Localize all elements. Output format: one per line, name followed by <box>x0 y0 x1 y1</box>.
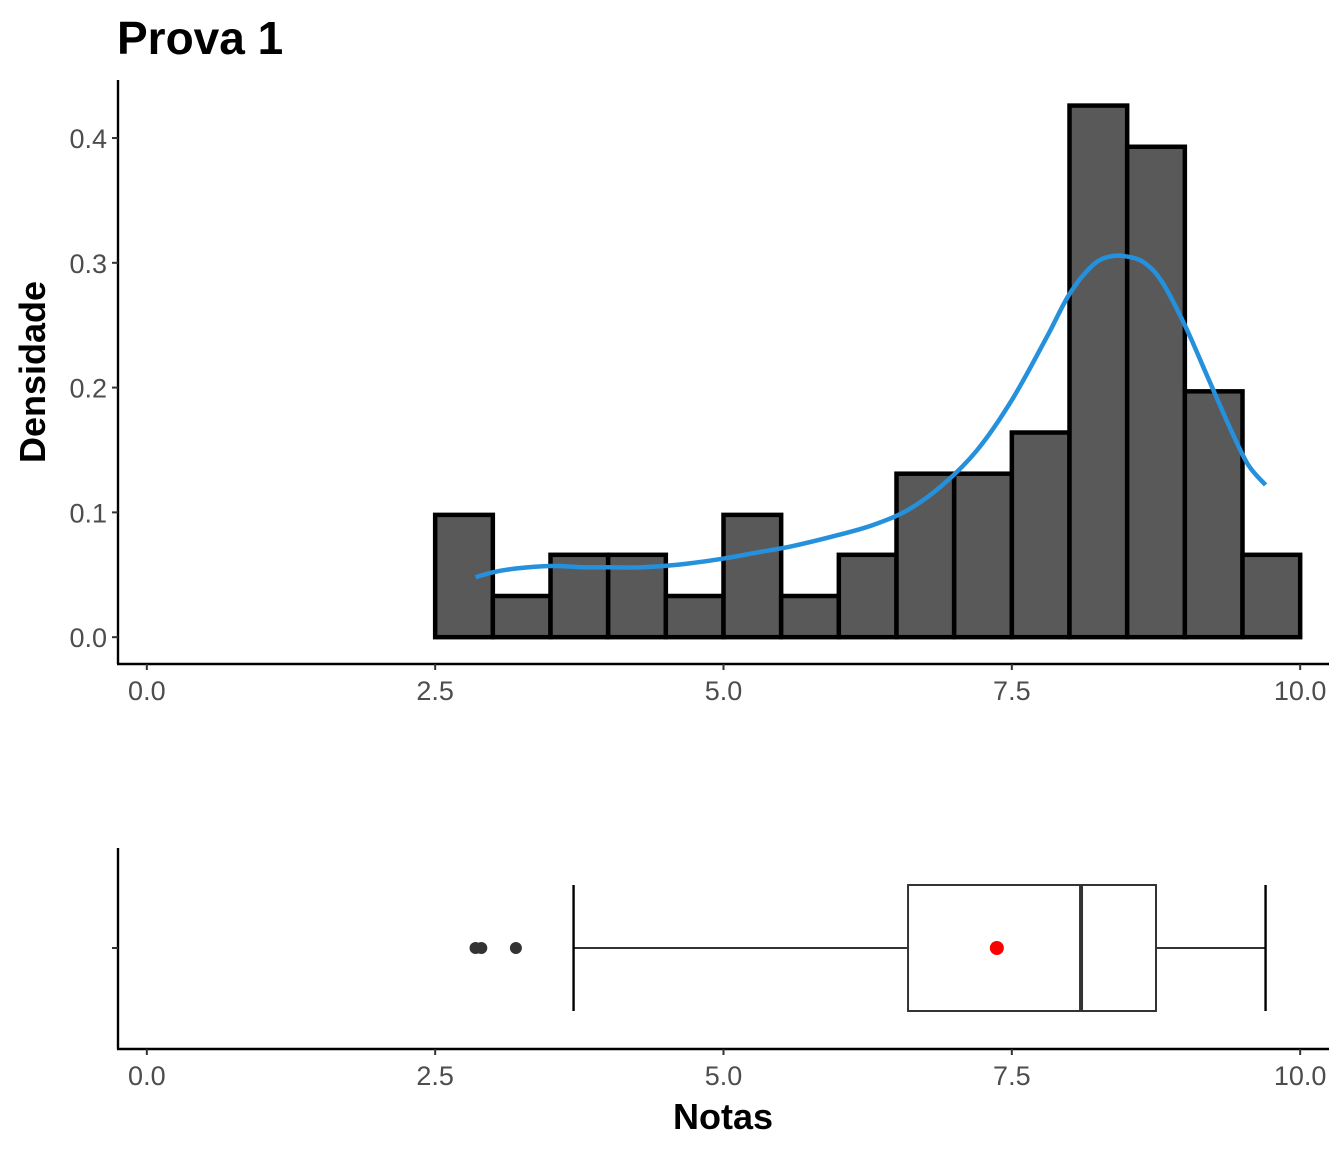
box-x-ticks: 0.0 2.5 5.0 7.5 10.0 <box>128 1049 1326 1091</box>
histogram-bar <box>778 593 842 640</box>
histogram-bar <box>490 593 553 640</box>
hist-x-tick-label: 0.0 <box>128 676 166 706</box>
box-iqr <box>907 884 1157 1012</box>
density-curve <box>474 253 1268 580</box>
box-x-tick-label: 2.5 <box>416 1061 454 1091</box>
histogram-bar <box>951 471 1015 640</box>
hist-y-tick-label: 0.2 <box>69 374 107 404</box>
histogram-bar <box>1124 144 1188 640</box>
histogram-panel: 0.0 0.1 0.2 0.3 0.4 0.0 2.5 5.0 7.5 10.0 Densida… <box>12 80 1329 706</box>
histogram-bar <box>1067 103 1130 640</box>
histogram-bar <box>721 512 784 640</box>
hist-x-tick-label: 5.0 <box>705 676 743 706</box>
hist-y-tick-label: 0.3 <box>69 249 107 279</box>
box-outlier-point <box>509 942 522 954</box>
hist-y-tick-label: 0.4 <box>69 124 107 154</box>
box-outlier-point <box>475 942 488 954</box>
hist-x-ticks: 0.0 2.5 5.0 7.5 10.0 <box>128 664 1326 706</box>
histogram-bar <box>1009 430 1072 640</box>
box-x-tick-label: 7.5 <box>993 1061 1031 1091</box>
boxplot-panel: 0.0 2.5 5.0 7.5 10.0 Notas <box>112 848 1329 1137</box>
box-x-axis-title: Notas <box>673 1096 773 1137</box>
histogram-bars <box>432 103 1303 640</box>
hist-x-tick-label: 10.0 <box>1274 676 1327 706</box>
hist-y-axis-title: Densidade <box>12 281 53 463</box>
hist-x-tick-label: 2.5 <box>416 676 454 706</box>
hist-y-tick-label: 0.1 <box>69 498 107 528</box>
histogram-bar <box>663 593 726 640</box>
hist-x-tick-label: 7.5 <box>993 676 1031 706</box>
hist-y-tick-label: 0.0 <box>69 623 107 653</box>
hist-y-ticks: 0.0 0.1 0.2 0.3 0.4 <box>69 124 118 653</box>
histogram-bar <box>1182 389 1245 640</box>
box-mean-point <box>989 941 1004 955</box>
histogram-bar <box>836 552 899 640</box>
histogram-bar <box>1240 552 1303 640</box>
box-x-tick-label: 10.0 <box>1274 1061 1327 1091</box>
box-x-tick-label: 5.0 <box>705 1061 743 1091</box>
chart-title: Prova 1 <box>117 12 283 64</box>
box-x-tick-label: 0.0 <box>128 1061 166 1091</box>
boxplot-elements <box>469 884 1267 1012</box>
